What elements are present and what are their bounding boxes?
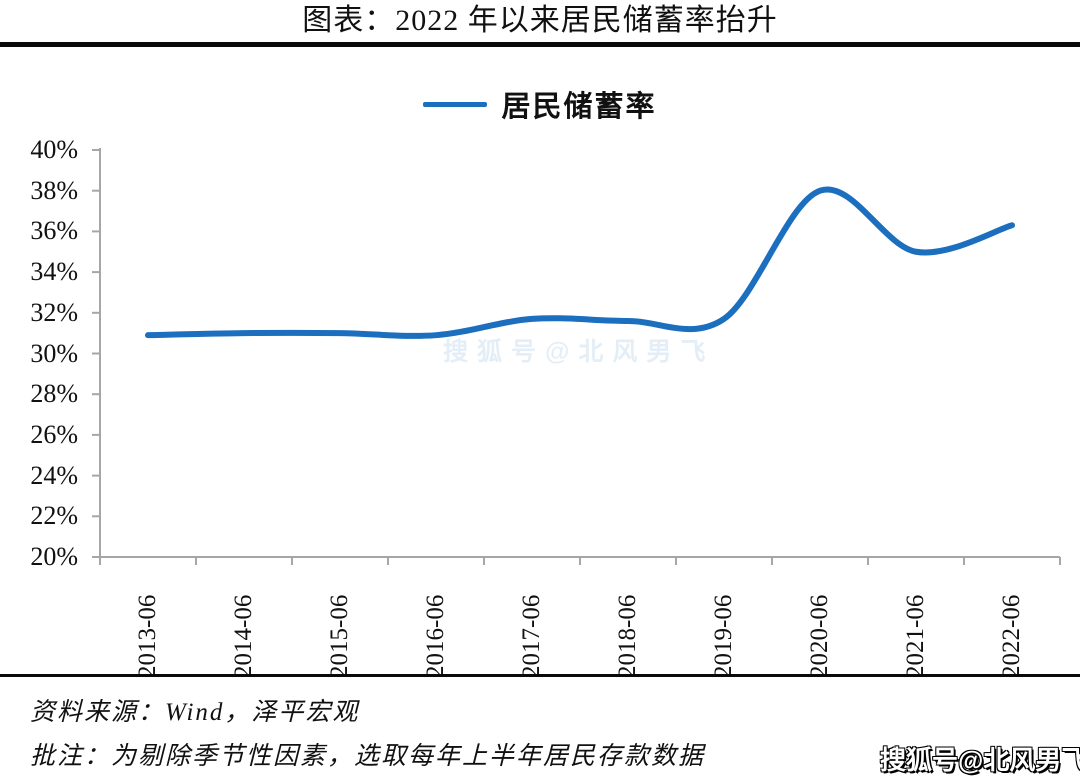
y-axis-tick-label: 22% [30,501,78,531]
y-axis-tick-label: 20% [30,542,78,571]
legend-line-swatch [423,101,488,107]
y-axis-tick-label: 28% [30,379,78,409]
bottom-divider-rule [0,674,1080,677]
chart-legend: 居民储蓄率 [0,84,1080,124]
x-axis-tick-label: 2016-06 [422,594,449,678]
x-axis-tick-label: 2022-06 [998,594,1025,678]
y-axis-tick-label: 38% [30,175,78,205]
faint-watermark: 搜狐号@北风男飞 [443,338,715,366]
y-axis-tick-label: 26% [30,419,78,449]
note-text: 批注：为剔除季节性因素，选取每年上半年居民存款数据 [30,743,706,770]
x-axis-tick-label: 2013-06 [134,594,161,678]
y-axis-tick-label: 24% [30,460,78,490]
y-axis-tick-label: 36% [30,216,78,246]
y-axis-tick-label: 34% [30,257,78,287]
savings-rate-line-series [145,186,1015,339]
y-axis-tick-label: 32% [30,297,78,327]
chart-title: 图表：2022 年以来居民储蓄率抬升 [302,4,778,37]
legend-label: 居民储蓄率 [501,91,657,123]
y-axis-tick-label: 30% [30,338,78,368]
source-text: 资料来源：Wind，泽平宏观 [30,699,360,726]
y-axis-tick-label: 40% [30,135,78,164]
x-axis-tick-label: 2021-06 [902,594,929,678]
x-axis-tick-label: 2019-06 [710,594,737,678]
x-axis-tick-label: 2014-06 [230,594,257,678]
corner-watermark: 搜狐号@北风男飞 [880,745,1080,775]
x-axis-tick-label: 2020-06 [806,594,833,678]
top-divider-rule [0,42,1080,47]
x-axis-tick-label: 2017-06 [518,594,545,678]
x-axis-tick-label: 2015-06 [326,594,353,678]
x-axis-tick-label: 2018-06 [614,594,641,678]
